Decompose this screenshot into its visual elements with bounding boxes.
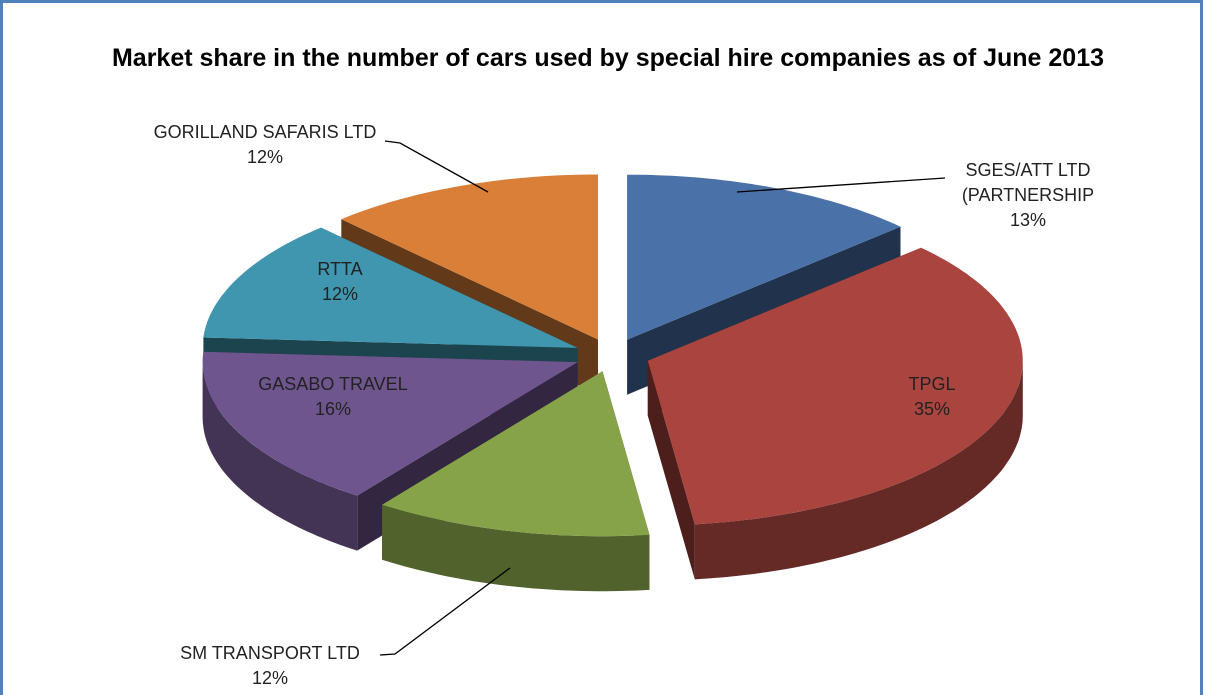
leader-line: [736, 177, 946, 193]
slice: [382, 371, 650, 537]
slice-label: SGES/ATT LTD (PARTNERSHIP 13%: [933, 158, 1123, 233]
category-label: SM TRANSPORT LTD: [180, 643, 360, 663]
slice-side: [202, 362, 358, 551]
slice: [203, 227, 578, 348]
slice-side: [382, 504, 650, 592]
chart-title: Market share in the number of cars used …: [111, 44, 1105, 72]
slice-label: SM TRANSPORT LTD 12%: [150, 641, 390, 691]
category-label: TPGL: [908, 374, 956, 394]
slice: [627, 174, 901, 340]
value-label: 12%: [251, 668, 289, 688]
slice-label: TPGL 35%: [872, 372, 992, 422]
category-label: GASABO TRAVEL: [258, 374, 408, 394]
value-label: 35%: [913, 399, 951, 419]
slice: [341, 174, 598, 340]
category-label: RTTA: [317, 259, 363, 279]
value-label: 16%: [314, 399, 352, 419]
leader-line: [384, 140, 489, 193]
value-label: 12%: [321, 284, 359, 304]
value-label: 13%: [1009, 210, 1047, 230]
category-label: SGES/ATT LTD (PARTNERSHIP: [961, 160, 1095, 205]
value-label: 12%: [246, 147, 284, 167]
slice-label: RTTA 12%: [290, 257, 390, 307]
slice-wall: [647, 360, 695, 580]
slice-label: GORILLAND SAFARIS LTD 12%: [145, 120, 385, 170]
leader-line: [379, 567, 511, 656]
category-label: GORILLAND SAFARIS LTD: [153, 122, 377, 142]
slice: [202, 351, 578, 496]
slice: [647, 247, 1023, 525]
slice-side: [694, 360, 1023, 580]
slice-label: GASABO TRAVEL 16%: [233, 372, 433, 422]
